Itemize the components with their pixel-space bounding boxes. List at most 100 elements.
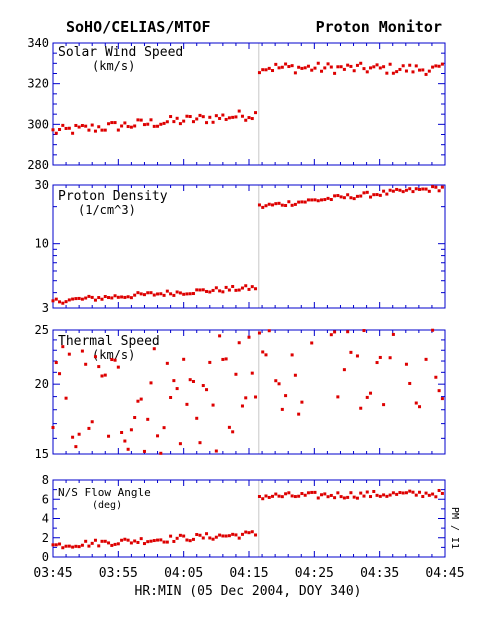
data-point — [58, 127, 62, 131]
data-point — [129, 541, 133, 545]
data-point — [77, 125, 81, 129]
data-point — [382, 493, 386, 497]
y-tick-label: 10 — [35, 237, 49, 251]
data-point — [165, 120, 169, 124]
data-point — [254, 533, 258, 537]
data-point — [182, 119, 186, 123]
data-point — [346, 495, 350, 499]
data-point — [156, 292, 160, 296]
data-point — [142, 542, 146, 546]
data-point — [198, 533, 202, 537]
data-point — [290, 203, 294, 207]
data-point — [375, 193, 379, 197]
data-point — [254, 287, 258, 291]
data-point — [297, 65, 301, 69]
data-point — [408, 63, 412, 67]
data-point — [320, 69, 324, 73]
data-point — [133, 539, 137, 543]
data-point — [51, 425, 55, 429]
data-point — [369, 495, 373, 499]
data-point — [404, 362, 408, 366]
data-point — [250, 530, 254, 534]
data-point — [64, 300, 68, 304]
data-point — [440, 397, 444, 401]
x-tick-label: 04:05 — [164, 566, 203, 581]
panel-1: 280 300 320 340 Solar Wind Speed(km/s) — [27, 36, 446, 172]
data-point — [185, 402, 189, 406]
data-point — [277, 494, 281, 498]
data-point — [54, 131, 58, 135]
data-point — [208, 536, 212, 540]
data-point — [169, 534, 173, 538]
data-point — [175, 536, 179, 540]
data-point — [274, 492, 278, 496]
data-point — [136, 399, 140, 403]
data-point — [208, 115, 212, 119]
data-point — [280, 203, 284, 207]
series-points — [51, 61, 444, 135]
data-point — [195, 533, 199, 537]
data-point — [64, 396, 68, 400]
data-point — [306, 64, 310, 68]
data-point — [77, 432, 81, 436]
data-point — [61, 546, 65, 550]
data-point — [329, 198, 333, 202]
data-point — [214, 535, 218, 539]
data-point — [208, 360, 212, 364]
data-point — [123, 439, 127, 443]
data-point — [67, 126, 71, 130]
data-point — [90, 541, 94, 545]
data-point — [398, 491, 402, 495]
data-point — [395, 492, 399, 496]
panel-3: 15 20 25 Thermal Speed(km/s) — [35, 323, 446, 461]
x-axis-label: HR:MIN (05 Dec 2004, DOY 340) — [135, 584, 362, 599]
data-point — [277, 201, 281, 205]
data-point — [169, 292, 173, 296]
data-point — [398, 67, 402, 71]
data-point — [267, 66, 271, 70]
data-point — [146, 417, 150, 421]
data-point — [149, 381, 153, 385]
data-point — [290, 494, 294, 498]
data-point — [80, 297, 84, 301]
data-point — [342, 67, 346, 71]
data-point — [103, 128, 107, 132]
data-point — [103, 539, 107, 543]
data-point — [214, 114, 218, 118]
data-point — [388, 356, 392, 360]
data-point — [431, 328, 435, 332]
data-point — [224, 534, 228, 538]
data-point — [244, 396, 248, 400]
data-point — [382, 403, 386, 407]
data-point — [129, 125, 133, 129]
data-point — [240, 404, 244, 408]
data-point — [90, 420, 94, 424]
data-point — [391, 71, 395, 75]
data-point — [84, 539, 88, 543]
data-point — [107, 296, 111, 300]
y-tick-label: 0 — [42, 550, 49, 564]
data-point — [293, 202, 297, 206]
data-point — [365, 70, 369, 74]
data-point — [293, 495, 297, 499]
data-point — [346, 330, 350, 334]
x-tick-label: 04:45 — [425, 566, 464, 581]
data-point — [297, 200, 301, 204]
data-point — [300, 492, 304, 496]
data-point — [247, 531, 251, 535]
data-point — [214, 449, 218, 453]
data-point — [369, 195, 373, 199]
data-point — [172, 379, 176, 383]
data-point — [310, 198, 314, 202]
data-point — [431, 492, 435, 496]
data-point — [365, 395, 369, 399]
data-point — [375, 493, 379, 497]
data-point — [93, 129, 97, 133]
data-point — [333, 194, 337, 198]
data-point — [247, 116, 251, 120]
data-point — [231, 430, 235, 434]
data-point — [218, 334, 222, 338]
data-point — [84, 362, 88, 366]
data-point — [404, 69, 408, 73]
data-point — [156, 538, 160, 542]
